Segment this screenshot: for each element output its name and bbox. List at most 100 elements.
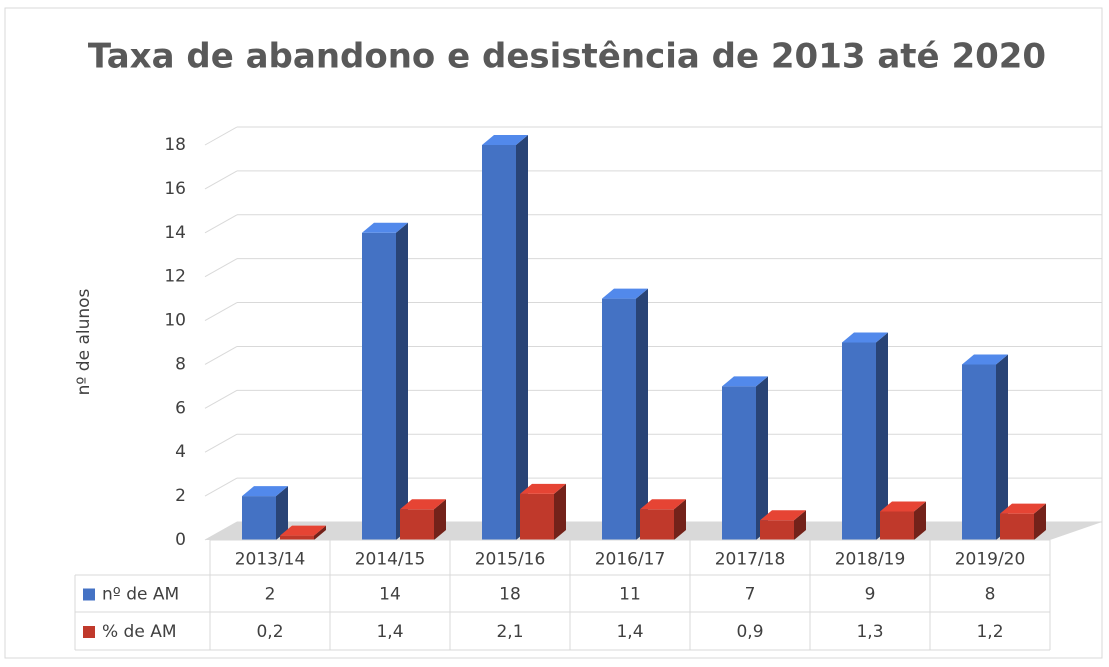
grid-line [204,258,238,278]
x-tick-label: 2014/15 [355,550,426,570]
table-value: 2 [265,585,276,605]
y-tick-label: 14 [164,223,186,243]
bar-side [434,499,446,540]
table-value: 1,3 [856,622,883,642]
table-value: 7 [745,585,756,605]
y-tick-label: 0 [175,530,186,550]
y-tick-label: 10 [164,311,186,331]
bar-top [962,354,1008,365]
bar-top [760,510,806,521]
y-tick-label: 12 [164,267,186,287]
bar [362,222,408,540]
bar-front [722,386,756,540]
table-value: 2,1 [496,622,523,642]
bar-top [640,499,686,510]
legend-swatch [83,588,95,601]
table-value: 1,4 [376,622,403,642]
grid-line [204,433,238,453]
bar-front [280,535,314,540]
bar [880,501,926,540]
bar-side [396,222,408,540]
bar [602,288,648,540]
grid-line [204,389,238,409]
x-tick-label: 2017/18 [715,550,786,570]
bar-front [1000,513,1034,540]
bar-front [242,496,276,540]
table-value: 0,9 [736,622,763,642]
table-value: 1,4 [616,622,643,642]
x-tick-label: 2019/20 [955,550,1026,570]
table-value: 1,2 [976,622,1003,642]
x-tick-label: 2015/16 [475,550,546,570]
table-value: 0,2 [256,622,283,642]
bar-front [482,145,516,540]
bar [962,354,1008,540]
grid-line [204,126,238,146]
bar-top [400,499,446,510]
table-value: 8 [985,585,996,605]
table-value: 11 [619,585,641,605]
table-value: 9 [865,585,876,605]
bar [520,483,566,540]
grid-line [204,521,238,541]
bar-side [516,135,528,540]
bar [1000,503,1046,540]
bar-top [1000,503,1046,514]
bar-top [280,525,326,536]
bar [482,135,528,540]
y-tick-label: 8 [175,354,186,374]
bar [280,525,326,540]
bar-front [760,520,794,540]
bar [400,499,446,540]
grid-line [204,302,238,321]
bar-side [674,499,686,540]
bar-side [636,288,648,540]
bar-top [242,486,288,497]
bar [760,510,806,540]
chart-title: Taxa de abandono e desistência de 2013 a… [88,37,1046,77]
y-tick-label: 4 [175,442,186,462]
grid-line [204,477,238,497]
x-tick-label: 2013/14 [235,550,306,570]
bar [242,486,288,540]
y-tick-label: 6 [175,398,186,418]
bar-top [602,288,648,299]
bar-front [640,509,674,540]
bar-top [362,222,408,233]
bar-top [482,135,528,145]
y-axis-label: nº de alunos [74,288,94,395]
bar-side [794,510,806,540]
legend-swatch [83,626,95,638]
bar-top [520,483,566,494]
bar-side [876,332,888,540]
y-tick-label: 16 [164,179,186,199]
grid-line [204,346,238,365]
x-tick-label: 2018/19 [835,550,906,570]
table-value: 14 [379,585,401,605]
bar-side [996,354,1008,540]
grid-line [204,214,238,234]
legend-label: nº de AM [102,585,179,605]
bar [722,376,768,540]
bar-side [554,483,566,540]
table-value: 18 [499,585,521,605]
bar-front [842,342,876,540]
bar-top [722,376,768,387]
bar-top [880,501,926,512]
grid-line [204,170,238,190]
bar [640,499,686,540]
bar-side [314,525,326,540]
legend-label: % de AM [102,622,177,642]
bar-side [276,486,288,540]
bar-side [1034,503,1046,540]
bar [842,332,888,540]
bar-front [362,232,396,540]
chart-border [4,7,1103,659]
bar-front [520,493,554,540]
bar-front [962,364,996,540]
bar-front [400,509,434,540]
bar-top [842,332,888,343]
bar-side [756,376,768,540]
bar-side [914,501,926,540]
